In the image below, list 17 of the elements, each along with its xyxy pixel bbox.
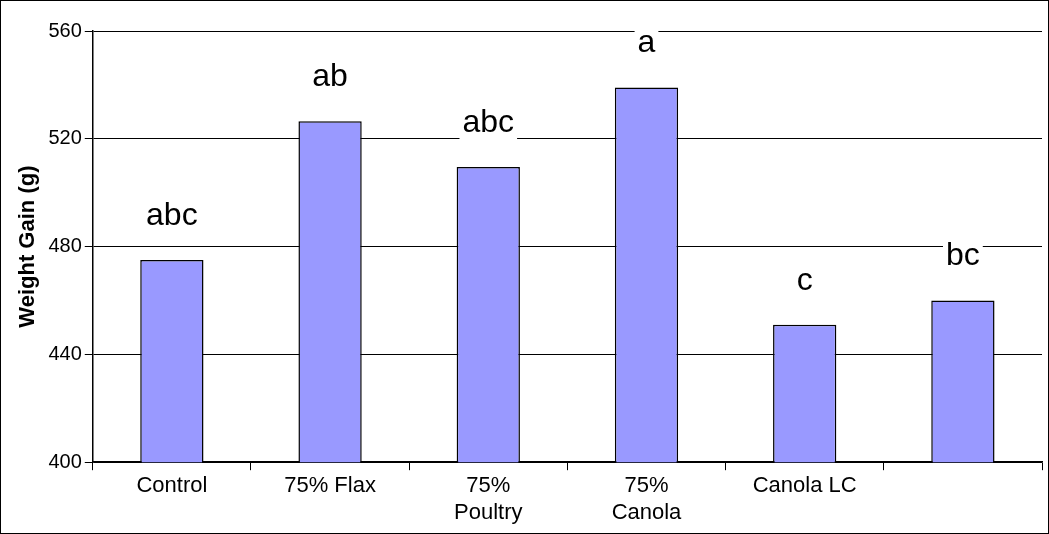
x-tick-label: 75% Poultry	[454, 472, 523, 524]
y-tick-label: 480	[48, 234, 82, 257]
data-label: c	[796, 260, 813, 297]
y-tick-label: 440	[48, 341, 82, 364]
y-tick-label: 560	[48, 18, 82, 41]
data-label: abc	[462, 102, 515, 139]
y-tick-label: 520	[48, 126, 82, 149]
data-label: a	[637, 23, 656, 60]
x-tick-label: 75% Flax	[284, 472, 376, 498]
data-label: ab	[312, 57, 348, 94]
x-tick-label: 75% Canola	[611, 472, 683, 524]
x-tick-label: Canola LC	[752, 472, 857, 498]
data-label: bc	[946, 236, 980, 273]
x-tick-label: Control	[136, 472, 208, 498]
y-axis-title: Weight Gain (g)	[14, 165, 40, 328]
y-tick-label: 400	[48, 449, 82, 472]
data-label: abc	[146, 195, 198, 232]
